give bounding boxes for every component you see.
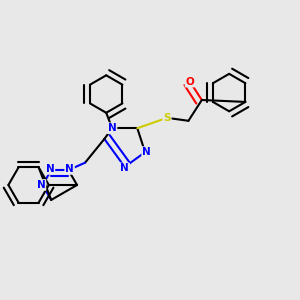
Text: O: O [185,76,194,87]
Text: N: N [65,164,74,174]
Text: N: N [46,164,54,174]
Text: N: N [142,147,151,157]
Text: N: N [120,164,129,173]
Text: N: N [37,180,46,190]
Text: N: N [108,123,116,133]
Text: S: S [163,113,171,123]
